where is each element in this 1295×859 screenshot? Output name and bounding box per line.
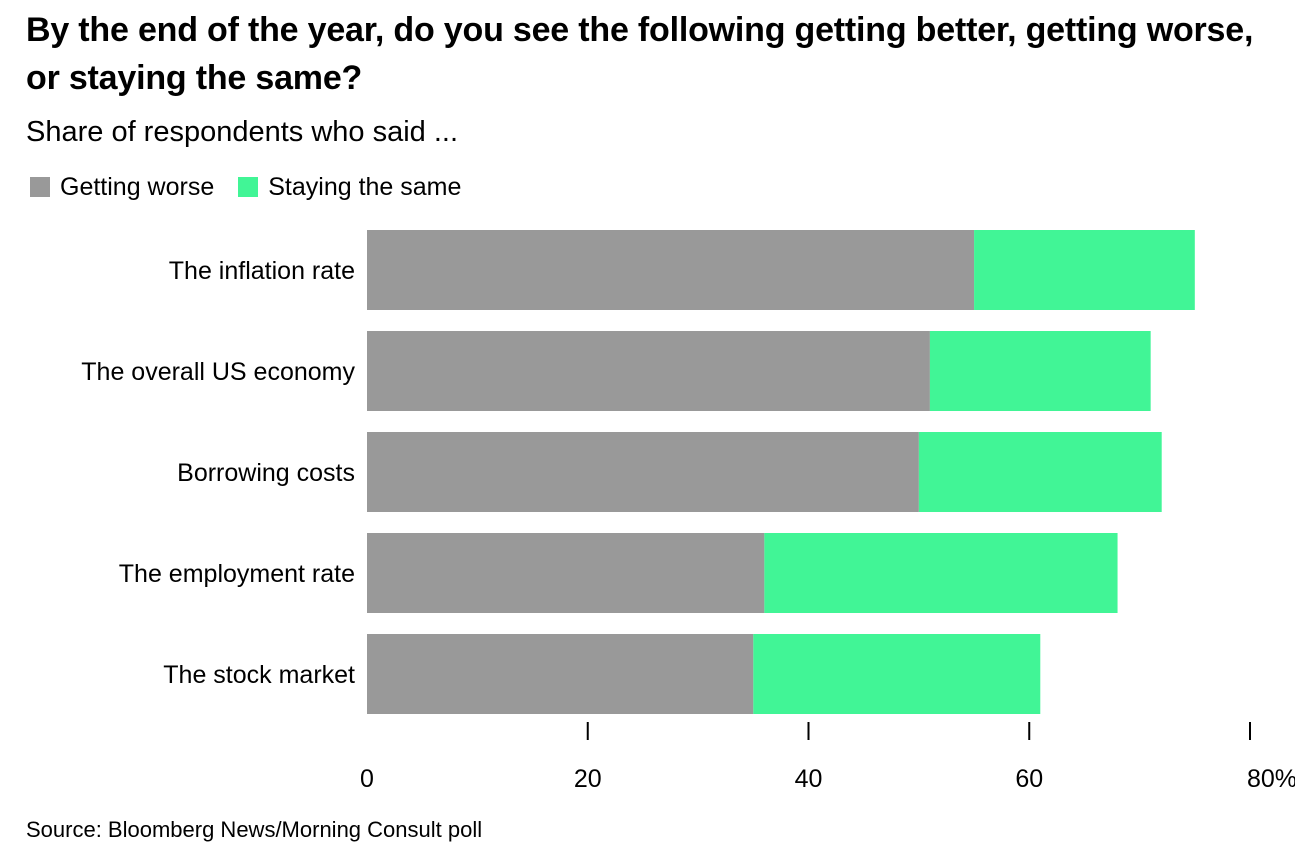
bar-getting-worse-the-employment-rate [367, 533, 765, 613]
bar-getting-worse-borrowing-costs [367, 432, 919, 512]
bar-chart: The inflation rate The overall US economy… [81, 230, 1295, 793]
x-tick-label-80: 80% [1247, 765, 1295, 793]
chart-subtitle: Share of respondents who said ... [26, 116, 459, 148]
legend-item-staying-the-same: Staying the same [238, 173, 461, 202]
legend-swatch-staying-the-same [238, 177, 259, 197]
chart-title: By the end of the year, do you see the f… [26, 11, 1254, 97]
category-label-borrowing-costs: Borrowing costs [177, 459, 355, 487]
category-label-the-inflation-rate: The inflation rate [169, 257, 355, 285]
bar-getting-worse-the-overall-us-economy [367, 331, 930, 411]
category-label-the-stock-market: The stock market [163, 661, 355, 689]
legend-swatch-getting-worse [30, 177, 50, 197]
x-tick-label-20: 20 [574, 765, 602, 793]
x-tick-label-0: 0 [360, 765, 374, 793]
category-label-the-overall-us-economy: The overall US economy [81, 358, 355, 386]
bar-staying-the-same-the-employment-rate [764, 533, 1118, 613]
bar-getting-worse-the-inflation-rate [367, 230, 975, 310]
legend-item-getting-worse: Getting worse [30, 173, 214, 202]
bar-staying-the-same-the-overall-us-economy [929, 331, 1151, 411]
x-tick-label-60: 60 [1015, 765, 1043, 793]
legend: Getting worse Staying the same [30, 170, 461, 204]
legend-label-getting-worse: Getting worse [60, 172, 215, 201]
category-label-the-employment-rate: The employment rate [119, 560, 355, 588]
bar-getting-worse-the-stock-market [367, 634, 754, 714]
source-note: Source: Bloomberg News/Morning Consult p… [26, 817, 483, 842]
bar-staying-the-same-the-inflation-rate [974, 230, 1195, 310]
bar-staying-the-same-borrowing-costs [918, 432, 1162, 512]
bar-staying-the-same-the-stock-market [753, 634, 1041, 714]
legend-label-staying-the-same: Staying the same [268, 172, 462, 201]
x-tick-label-40: 40 [795, 765, 823, 793]
